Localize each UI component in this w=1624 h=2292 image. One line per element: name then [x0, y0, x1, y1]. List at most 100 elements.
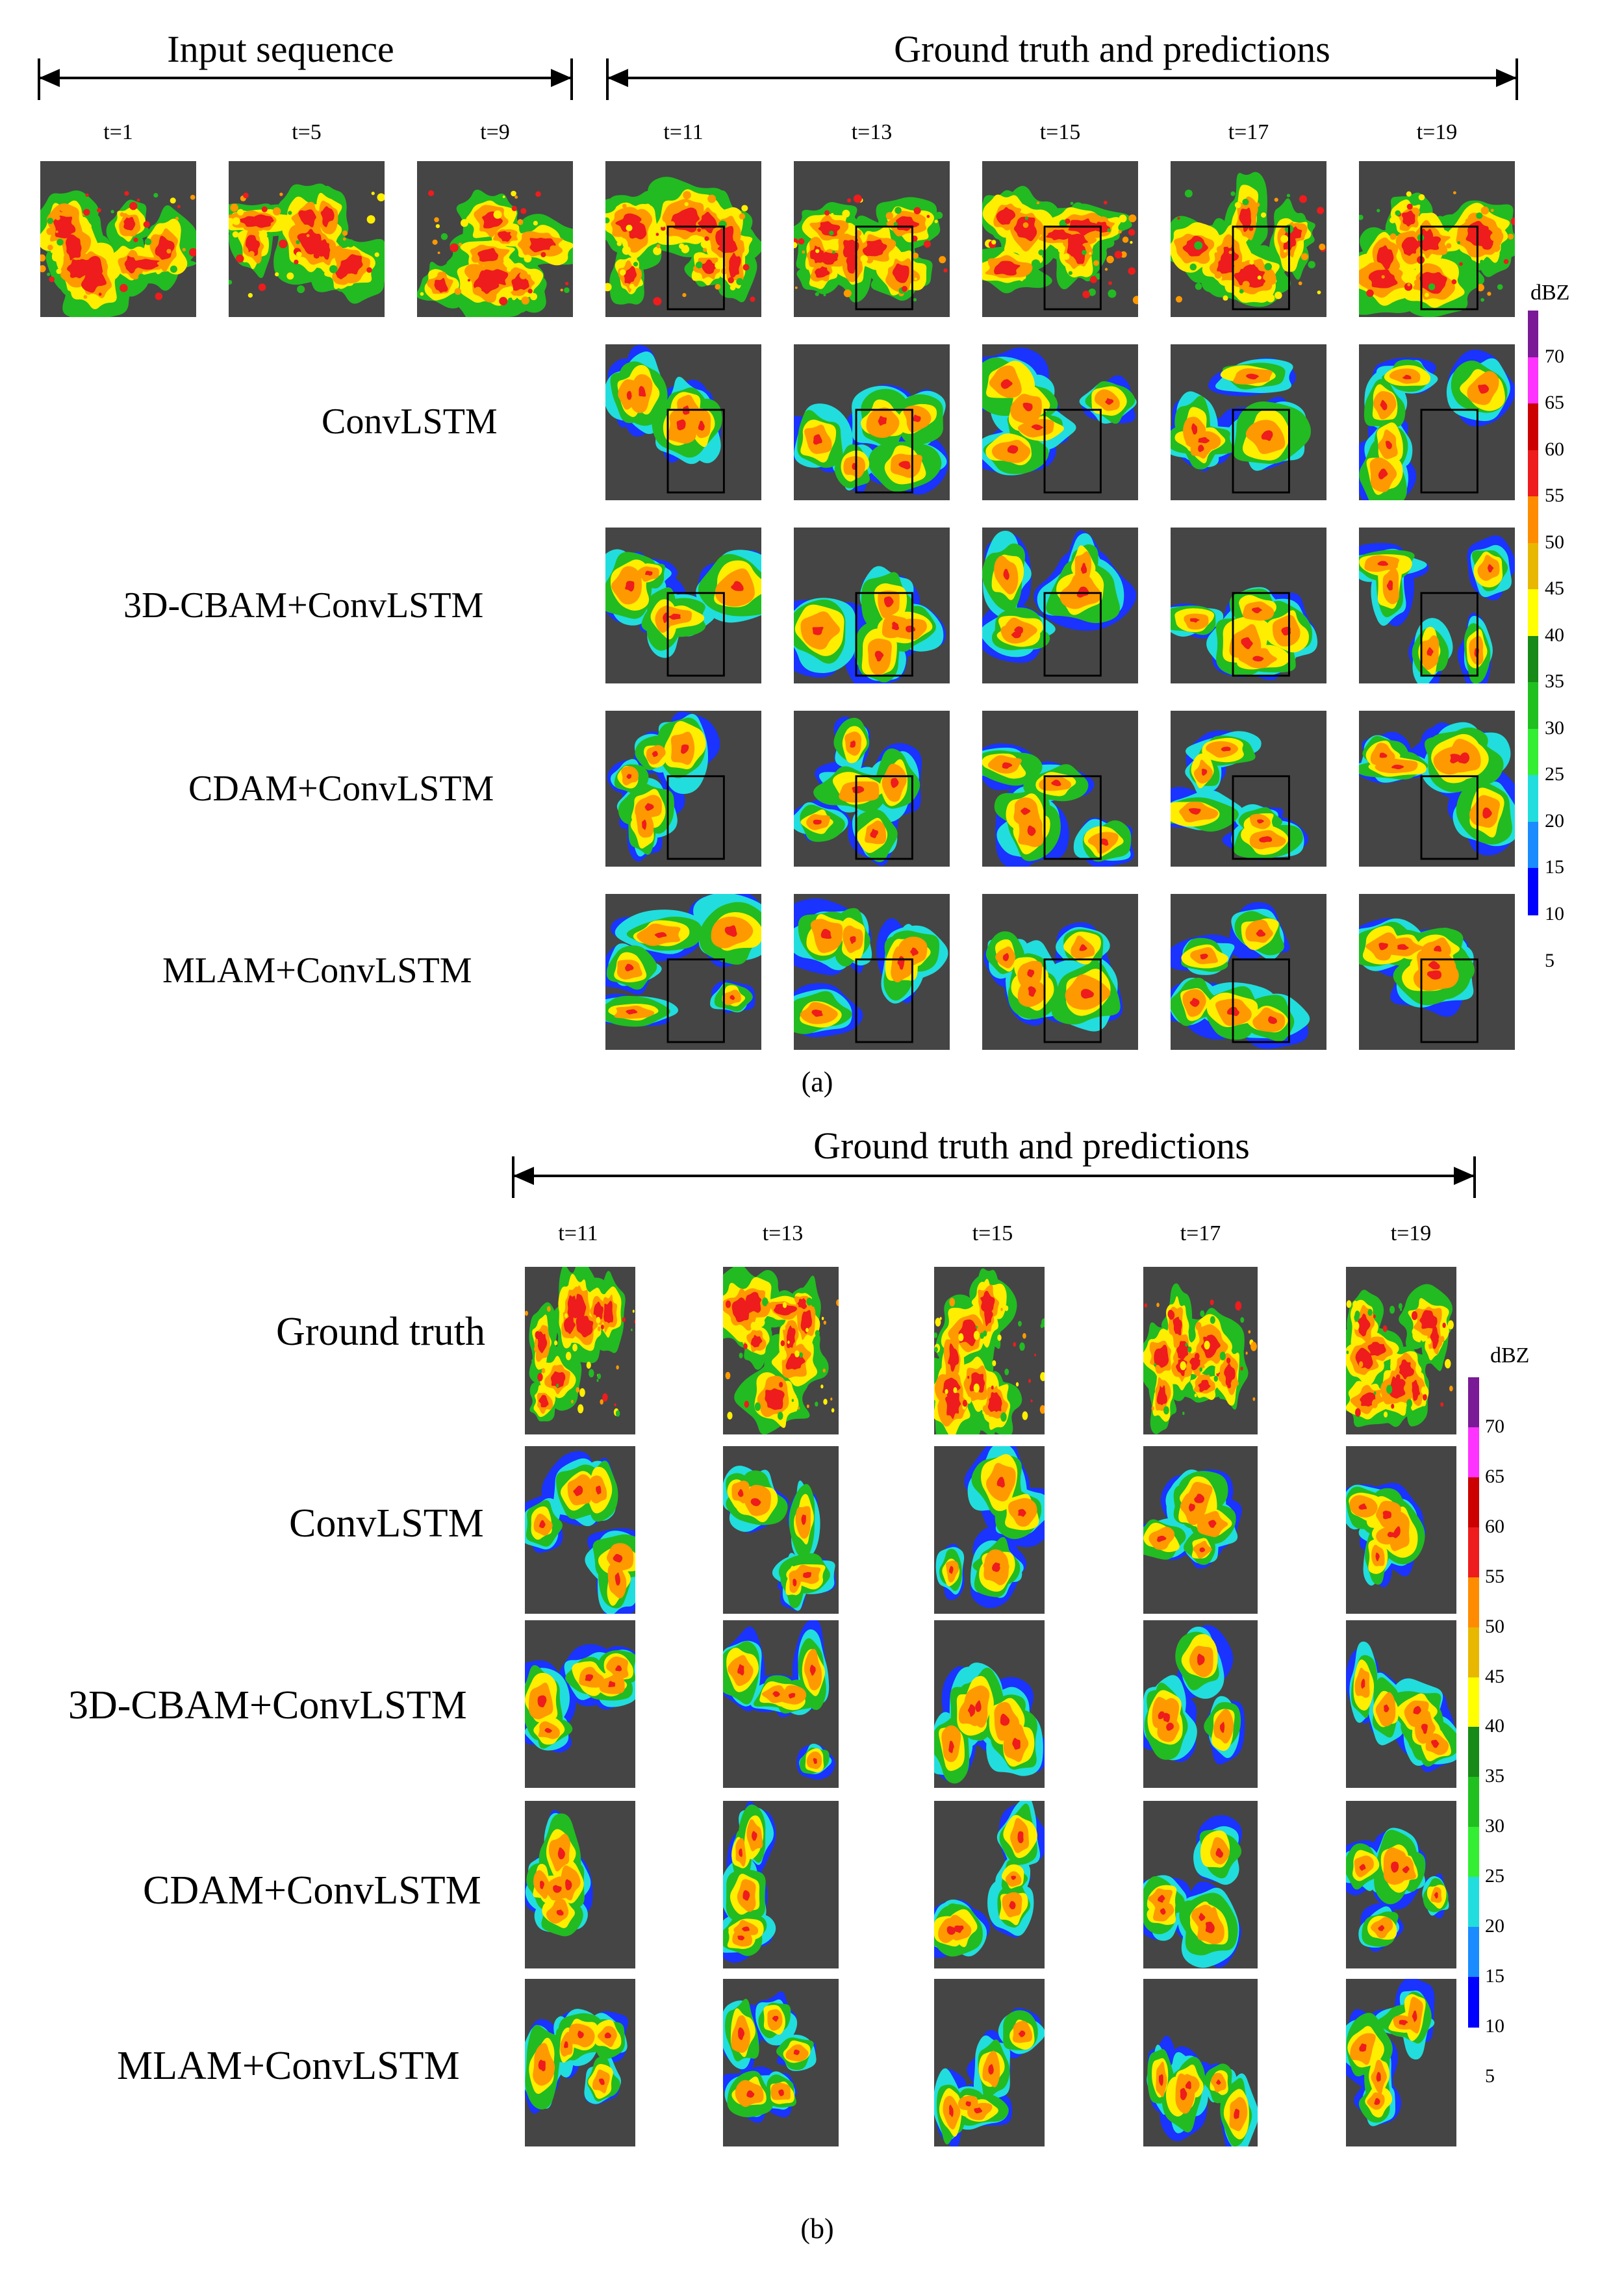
- colorbar-unit-a: dBZ: [1530, 281, 1570, 305]
- colorbar-segment: [1468, 1927, 1479, 1978]
- time-label: t=15: [1039, 120, 1081, 144]
- radar-frame: [1359, 894, 1515, 1050]
- colorbar-segment: [1528, 728, 1538, 776]
- row-label: Ground truth: [276, 1310, 486, 1354]
- input-sequence-title: Input sequence: [167, 28, 394, 70]
- radar-frame: [794, 894, 950, 1050]
- colorbar-segment: [1468, 1477, 1479, 1528]
- colorbar-b: [1468, 1377, 1479, 2028]
- radar-frame: [982, 344, 1138, 500]
- colorbar-segment: [1528, 589, 1538, 637]
- colorbar-tick: 5: [1485, 2065, 1495, 2087]
- radar-frame: [40, 161, 196, 317]
- time-label: t=9: [480, 120, 510, 144]
- time-label: t=13: [762, 1221, 804, 1245]
- time-label: t=11: [663, 120, 704, 144]
- radar-frame: [794, 528, 950, 683]
- radar-frame: [605, 344, 761, 500]
- colorbar-tick: 15: [1545, 856, 1564, 878]
- row-label: 3D-CBAM+ConvLSTM: [68, 1683, 467, 1727]
- colorbar-tick: 40: [1545, 624, 1564, 646]
- colorbar-tick: 30: [1485, 1815, 1504, 1837]
- row-label: ConvLSTM: [289, 1501, 484, 1546]
- colorbar-tick: 50: [1485, 1615, 1504, 1637]
- colorbar-tick: 20: [1545, 809, 1564, 832]
- colorbar-tick: 45: [1485, 1665, 1504, 1687]
- colorbar-segment: [1468, 1427, 1479, 1478]
- radar-frame: [934, 1267, 1045, 1434]
- time-label: t=5: [292, 120, 322, 144]
- radar-frame: [982, 711, 1138, 867]
- prediction-title-a: Ground truth and predictions: [894, 28, 1330, 70]
- colorbar-tick: 35: [1545, 670, 1564, 693]
- radar-frame: [417, 161, 573, 317]
- row-label: ConvLSTM: [322, 401, 498, 442]
- colorbar-tick: 10: [1485, 2015, 1504, 2037]
- colorbar-segment: [1468, 1877, 1479, 1928]
- radar-frame: [1171, 711, 1326, 867]
- radar-frame: [723, 1620, 839, 1788]
- radar-frame: [723, 1979, 839, 2146]
- radar-frame: [525, 1267, 635, 1434]
- colorbar-tick: 50: [1545, 531, 1564, 553]
- radar-frame: [1359, 344, 1515, 500]
- colorbar-tick: 60: [1485, 1515, 1504, 1537]
- colorbar-tick: 5: [1545, 949, 1554, 971]
- radar-frame: [1346, 1979, 1456, 2146]
- colorbar-segment: [1468, 1577, 1479, 1628]
- radar-frame: [794, 711, 950, 867]
- colorbar-segment: [1528, 635, 1538, 683]
- prediction-title-b: Ground truth and predictions: [813, 1125, 1250, 1167]
- colorbar-segment: [1528, 496, 1538, 544]
- radar-frame: [525, 1801, 635, 1968]
- radar-frame: [934, 1979, 1045, 2146]
- row-label: CDAM+ConvLSTM: [188, 769, 494, 809]
- radar-frame: [723, 1801, 839, 1968]
- radar-frame: [1346, 1446, 1456, 1614]
- time-label: t=19: [1390, 1221, 1432, 1245]
- colorbar-segment: [1468, 1377, 1479, 1428]
- radar-frame: [525, 1620, 635, 1788]
- radar-frame: [934, 1446, 1045, 1614]
- colorbar-unit-b: dBZ: [1490, 1343, 1530, 1368]
- colorbar-segment: [1468, 1727, 1479, 1778]
- radar-frame: [605, 528, 761, 683]
- radar-frame: [723, 1446, 839, 1614]
- input-sequence-arrow: [38, 58, 573, 100]
- colorbar-tick: 65: [1545, 392, 1564, 414]
- colorbar-segment: [1528, 868, 1538, 915]
- colorbar-segment: [1528, 775, 1538, 822]
- caption-b: (b): [800, 2213, 834, 2245]
- time-label: t=17: [1228, 120, 1269, 144]
- colorbar-segment: [1528, 357, 1538, 405]
- radar-frame: [1143, 1620, 1258, 1788]
- colorbar-tick: 55: [1485, 1565, 1504, 1587]
- prediction-arrow-b: [512, 1156, 1476, 1198]
- colorbar-tick: 65: [1485, 1465, 1504, 1487]
- radar-frame: [1171, 894, 1326, 1050]
- colorbar-tick: 20: [1485, 1915, 1504, 1937]
- radar-frame: [1346, 1267, 1456, 1434]
- row-label: MLAM+ConvLSTM: [117, 2044, 460, 2088]
- colorbar-tick: 45: [1545, 578, 1564, 600]
- radar-frame: [1171, 344, 1326, 500]
- time-label: t=15: [972, 1221, 1013, 1245]
- colorbar-segment: [1468, 1627, 1479, 1678]
- radar-frame: [605, 161, 761, 317]
- colorbar-tick: 25: [1545, 763, 1564, 785]
- colorbar-tick: 60: [1545, 438, 1564, 460]
- radar-frame: [934, 1801, 1045, 1968]
- colorbar-segment: [1528, 821, 1538, 869]
- colorbar-a: [1528, 311, 1538, 915]
- colorbar-tick: 55: [1545, 485, 1564, 507]
- radar-frame: [1346, 1801, 1456, 1968]
- radar-frame: [229, 161, 385, 317]
- radar-frame: [982, 894, 1138, 1050]
- colorbar-tick: 15: [1485, 1965, 1504, 1987]
- radar-frame: [525, 1979, 635, 2146]
- radar-frame: [1143, 1446, 1258, 1614]
- radar-frame: [605, 894, 761, 1050]
- time-label: t=1: [103, 120, 133, 144]
- colorbar-tick: 70: [1485, 1415, 1504, 1437]
- radar-frame: [1359, 528, 1515, 683]
